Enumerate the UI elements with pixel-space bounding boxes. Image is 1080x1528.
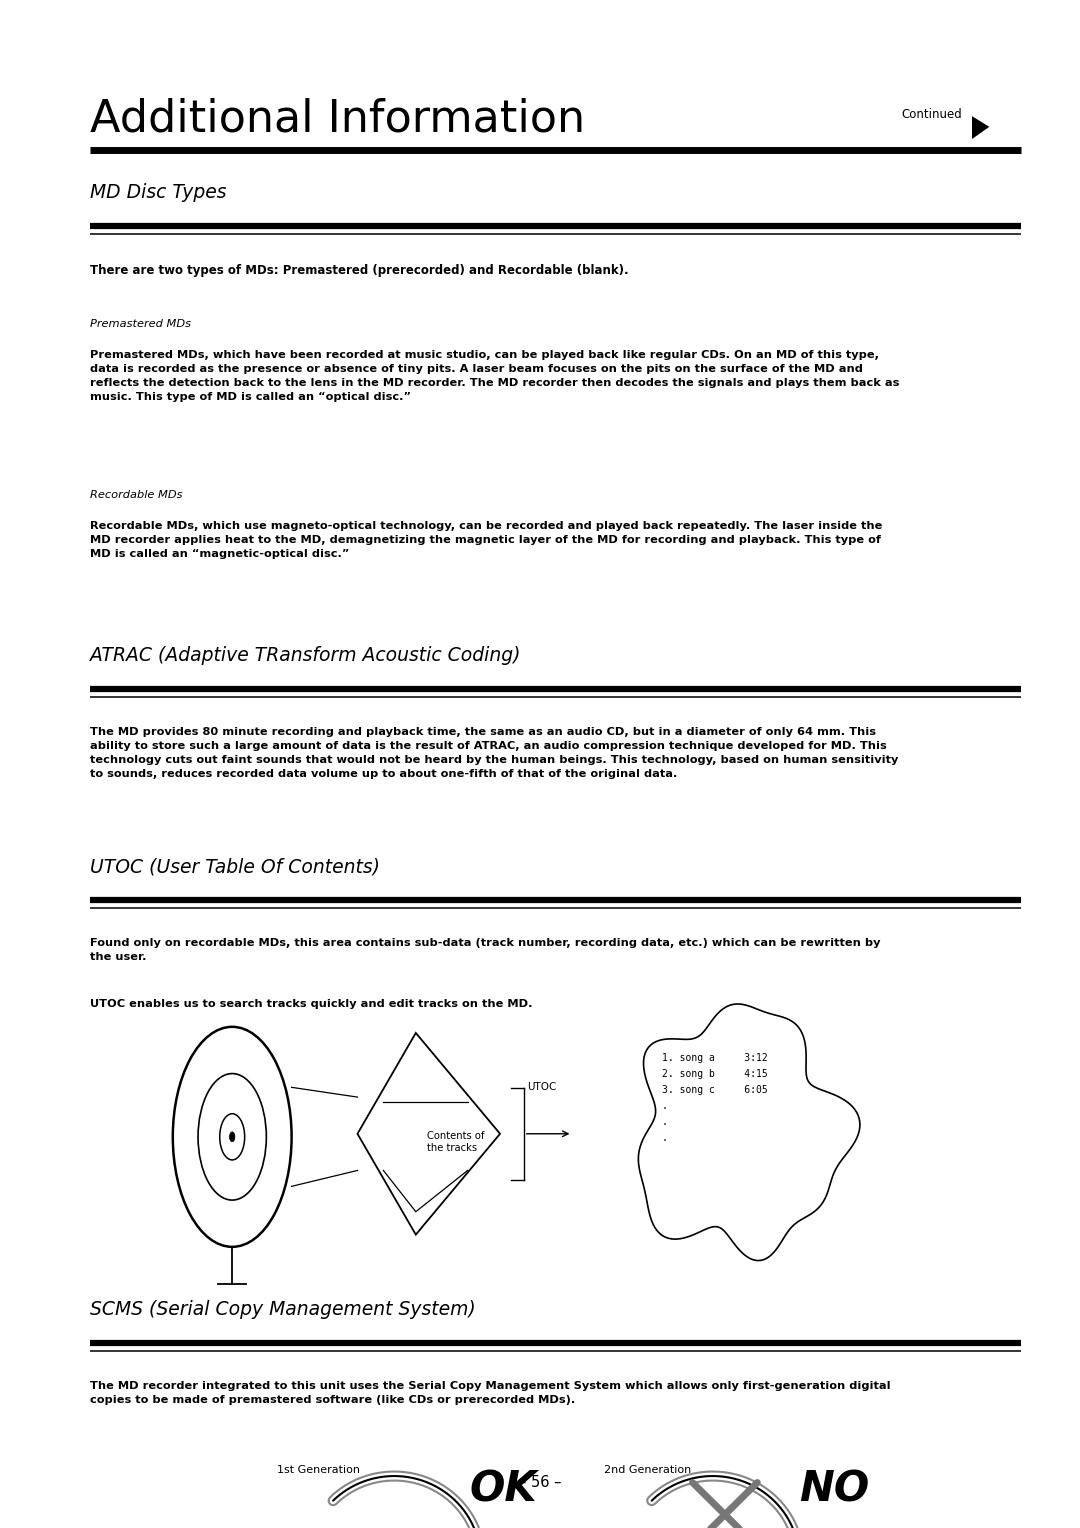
Text: Contents of
the tracks: Contents of the tracks — [427, 1131, 484, 1154]
Text: UTOC: UTOC — [527, 1082, 556, 1093]
Text: Premastered MDs: Premastered MDs — [90, 319, 191, 330]
Text: There are two types of MDs: Premastered (prerecorded) and Recordable (blank).: There are two types of MDs: Premastered … — [90, 264, 629, 278]
Text: The MD provides 80 minute recording and playback time, the same as an audio CD, : The MD provides 80 minute recording and … — [90, 727, 897, 779]
Text: SCMS (Serial Copy Management System): SCMS (Serial Copy Management System) — [90, 1300, 475, 1319]
Text: – 56 –: – 56 – — [518, 1475, 562, 1490]
Text: Recordable MDs, which use magneto-optical technology, can be recorded and played: Recordable MDs, which use magneto-optica… — [90, 521, 882, 559]
Text: The MD recorder integrated to this unit uses the Serial Copy Management System w: The MD recorder integrated to this unit … — [90, 1381, 890, 1406]
Text: 2nd Generation: 2nd Generation — [605, 1465, 691, 1476]
Text: Premastered MDs, which have been recorded at music studio, can be played back li: Premastered MDs, which have been recorde… — [90, 350, 899, 402]
Text: MD Disc Types: MD Disc Types — [90, 183, 226, 202]
Text: NO: NO — [799, 1468, 869, 1510]
Text: 1. song a     3:12
2. song b     4:15
3. song c     6:05
.
.
.: 1. song a 3:12 2. song b 4:15 3. song c … — [662, 1053, 768, 1143]
Text: UTOC (User Table Of Contents): UTOC (User Table Of Contents) — [90, 857, 380, 876]
Text: Recordable MDs: Recordable MDs — [90, 490, 183, 501]
Text: Additional Information: Additional Information — [90, 98, 584, 141]
Text: Found only on recordable MDs, this area contains sub-data (track number, recordi: Found only on recordable MDs, this area … — [90, 938, 880, 963]
Ellipse shape — [230, 1132, 234, 1141]
Text: OK: OK — [470, 1468, 538, 1510]
Text: ATRAC (Adaptive TRansform Acoustic Coding): ATRAC (Adaptive TRansform Acoustic Codin… — [90, 646, 521, 665]
Polygon shape — [972, 116, 989, 139]
Text: Continued: Continued — [902, 108, 962, 122]
Text: UTOC enables us to search tracks quickly and edit tracks on the MD.: UTOC enables us to search tracks quickly… — [90, 999, 532, 1010]
Text: 1st Generation: 1st Generation — [278, 1465, 360, 1476]
